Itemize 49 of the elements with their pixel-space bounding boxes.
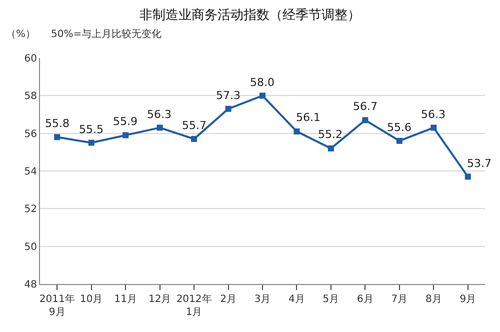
x-tick-label: 6月 [357,294,374,305]
y-tick-label: 54 [24,166,37,178]
chart-title: 非制造业商务活动指数（经季节调整） [140,8,360,24]
text: 58.0 [250,76,274,89]
x-tick-label: 5月 [322,294,340,305]
text: 55.6 [387,121,412,134]
point [260,92,266,99]
x-tick-label: 7月 [391,294,408,305]
x-tick-label: 9月 [460,294,476,305]
x-tick-label: 3月 [254,294,271,305]
text: （%） [6,29,36,40]
point [464,174,471,180]
y-tick-label: 50 [24,242,37,253]
point [88,140,94,146]
x-tick-label: 12月 [148,294,172,305]
x-tick-label: 4月 [288,294,305,305]
y-tick-label: 56 [24,128,37,140]
text: 57.3 [216,89,240,102]
text: 53.7 [467,157,492,170]
text: 55.9 [113,115,138,128]
x-tick-label: 2011年 9月 [39,293,75,318]
text: 56.3 [421,108,446,121]
x-tick-label: 11月 [114,294,137,305]
text: 56.3 [147,108,172,121]
y-tick-label: 60 [24,54,37,64]
point [328,145,334,152]
point [362,117,368,124]
y-tick-label: 48 [24,280,37,290]
point [54,134,60,140]
point [396,138,402,144]
x-tick-label: 10月 [80,294,103,305]
text: 55.7 [182,119,206,132]
text: 56.7 [353,100,378,113]
point [191,136,198,142]
x-tick-label: 2012年 1月 [176,293,212,318]
text: 55.5 [79,123,104,136]
y-tick-label: 58 [24,91,37,102]
point [225,106,232,112]
point [156,124,163,131]
y-tick-label: 52 [24,204,37,216]
point [430,124,437,131]
text: 56.1 [296,111,320,124]
point [122,132,129,138]
text: 55.2 [318,128,342,141]
x-tick-label: 8月 [425,294,442,305]
text: 50%=与上月比较无变化 [51,28,162,40]
x-tick-label: 2月 [220,294,236,305]
text: 55.8 [45,117,70,130]
point [294,128,300,134]
